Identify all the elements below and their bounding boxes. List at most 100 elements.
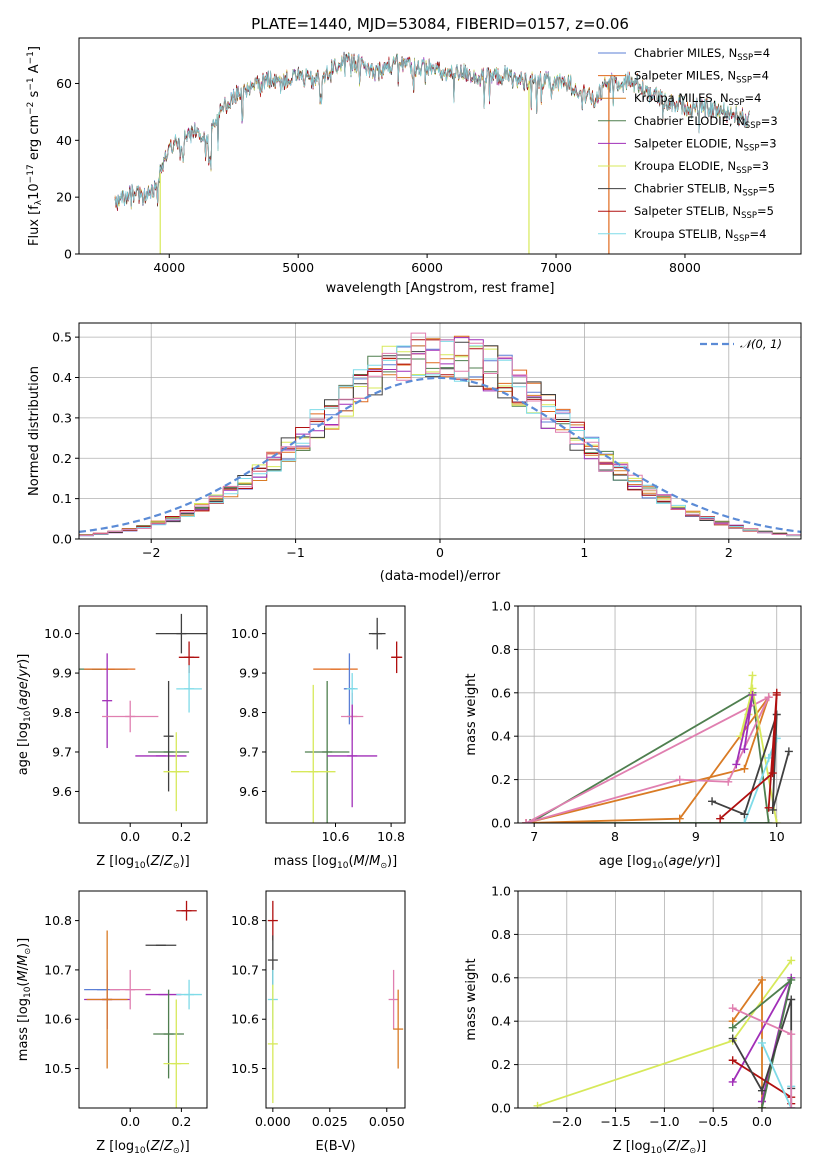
x-tick-label: 0	[436, 545, 444, 560]
spectrum-lines	[114, 51, 750, 254]
y-tick-label: 0.2	[491, 772, 511, 787]
x-tick-label: 7	[530, 829, 538, 844]
legend-label: Salpeter STELIB, NSSP=5	[634, 204, 774, 221]
gaussian-curve	[79, 376, 801, 533]
x-tick-label: 6000	[411, 260, 443, 275]
weight-point	[728, 1077, 737, 1086]
x-tick-label: 1	[580, 545, 588, 560]
y-axis-label: Flux [fλ10−17 erg cm−2 s−1 A−1]	[26, 46, 44, 246]
x-axis-label: age [log10(age/yr)]	[599, 854, 721, 871]
legend-label: Salpeter ELODIE, NSSP=3	[634, 136, 777, 153]
x-tick-label: 0.0	[120, 1114, 140, 1129]
x-tick-label: 2	[725, 545, 733, 560]
weight-point	[757, 1038, 766, 1047]
axes-frame	[78, 322, 802, 540]
weight-point	[768, 769, 777, 778]
axes-frame	[265, 890, 406, 1109]
x-tick-label: 0.2	[171, 829, 191, 844]
weight-series-chabrier-stelib	[711, 714, 790, 816]
y-tick-label: 60	[56, 76, 72, 91]
y-tick-label: 10.6	[44, 1012, 72, 1027]
y-tick-label: 10.8	[231, 913, 259, 928]
y-axis-label: age [log10(age/yr)]	[16, 654, 33, 776]
spectrum-panel: 4000 5000 6000 7000 8000 0 20 40 60 wavelength [A…	[26, 37, 802, 296]
y-tick-label: 9.7	[52, 744, 72, 759]
x-tick-label: 10	[769, 829, 785, 844]
x-axis-label: Z [log10(Z/Z⊙)]	[613, 1139, 707, 1156]
y-tick-label: 20	[56, 190, 72, 205]
weight-point	[757, 1104, 766, 1108]
y-tick-label: 0.6	[491, 970, 511, 985]
weight-point	[675, 814, 684, 823]
axes-frame	[265, 605, 406, 824]
weight-point	[787, 995, 796, 1004]
weight-point	[708, 797, 717, 806]
y-tick-label: 0.8	[491, 927, 511, 942]
residuals-panel: −2 −1 0 1 2 0.0 0.1 0.2 0.3 0.4 0.5 (data-model)/er…	[27, 322, 802, 584]
x-tick-label: −1	[286, 545, 304, 560]
figure-title: PLATE=1440, MJD=53084, FIBERID=0157, z=0…	[251, 15, 629, 33]
x-axis-label: Z [log10(Z/Z⊙)]	[96, 854, 190, 871]
x-tick-label: 9	[692, 829, 700, 844]
y-tick-label: 1.0	[491, 884, 511, 899]
weight-point	[748, 690, 757, 699]
weight-point	[728, 1004, 737, 1013]
x-axis-label: (data-model)/error	[380, 569, 501, 584]
y-axis-label: Normed distribution	[27, 366, 42, 496]
weight-point	[522, 819, 531, 823]
legend-label: Chabrier STELIB, NSSP=5	[634, 182, 775, 199]
weight-point	[757, 975, 766, 984]
x-tick-label: 5000	[282, 260, 314, 275]
weight-lines	[522, 671, 793, 823]
y-tick-label: 0.1	[52, 491, 72, 506]
y-tick-label: 10.5	[231, 1061, 259, 1076]
y-tick-label: 10.7	[231, 962, 259, 977]
legend-label: Kroupa STELIB, NSSP=4	[634, 227, 766, 244]
x-tick-label: 0.2	[171, 1114, 191, 1129]
legend-label: Kroupa MILES, NSSP=4	[634, 91, 761, 108]
y-tick-label: 0.0	[52, 532, 72, 547]
weight-series-chabrier-elodie	[529, 691, 770, 823]
weight-point	[675, 775, 684, 784]
spectrum-line-kroupa-stelib	[114, 53, 750, 208]
y-tick-label: 0.4	[491, 729, 511, 744]
weight-point	[787, 956, 796, 965]
x-tick-label: 0.0	[752, 1114, 772, 1129]
legend-label: 𝒩(0, 1)	[740, 337, 782, 351]
age-vs-Z-panel: 0.0 0.2 9.6 9.7 9.8 9.9 10.0 Z [log10(Z/Z⊙)] age…	[16, 605, 208, 871]
spectrum-legend: Chabrier MILES, NSSP=4 Salpeter MILES, NS…	[598, 46, 778, 244]
weight-series-kroupa-miles	[731, 977, 763, 1108]
y-tick-label: 9.8	[52, 705, 72, 720]
weight-point	[716, 814, 725, 823]
error-bars	[267, 900, 404, 1104]
y-tick-label: 10.7	[44, 962, 72, 977]
error-bars	[84, 900, 202, 1108]
x-tick-label: −1.5	[600, 1114, 630, 1129]
weight-point	[728, 1023, 737, 1032]
weight-point	[728, 1034, 737, 1043]
y-axis-label: mass [log10(M/M⊙)]	[16, 938, 33, 1061]
y-tick-label: 0.0	[491, 1101, 511, 1116]
weight-point	[740, 810, 749, 819]
weight-point	[764, 803, 773, 812]
x-tick-label: 4000	[153, 260, 185, 275]
weight-point	[787, 975, 796, 984]
weight-point	[740, 819, 749, 823]
y-tick-label: 10.6	[231, 1012, 259, 1027]
y-axis-label: mass weight	[464, 958, 479, 1040]
mass-weight-vs-Z-panel: −2.0 −1.5 −1.0 −0.5 0.0 0.0 0.2 0.4 0.6 0.8 1.0 Z […	[464, 884, 802, 1156]
weight-point	[772, 688, 781, 697]
x-tick-label: −0.5	[698, 1114, 728, 1129]
x-tick-label: 0.0	[120, 829, 140, 844]
legend-label: Kroupa ELODIE, NSSP=3	[634, 159, 769, 176]
weight-point	[772, 819, 781, 823]
y-tick-label: 10.0	[44, 626, 72, 641]
y-tick-label: 9.9	[239, 666, 259, 681]
y-axis-label: mass weight	[464, 673, 479, 755]
weight-point	[724, 777, 733, 786]
y-tick-label: 0.6	[491, 685, 511, 700]
axes-frame	[78, 890, 208, 1109]
y-tick-label: 10.0	[231, 626, 259, 641]
y-tick-label: 10.8	[44, 913, 72, 928]
weight-point	[740, 764, 749, 773]
